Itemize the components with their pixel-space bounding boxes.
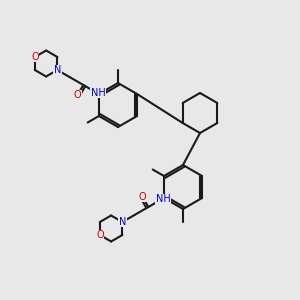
Text: N: N (119, 217, 126, 227)
Text: O: O (96, 230, 104, 240)
Text: O: O (31, 52, 39, 62)
Text: O: O (74, 90, 81, 100)
Text: NH: NH (156, 194, 170, 204)
Text: NH: NH (91, 88, 105, 98)
Text: O: O (139, 192, 146, 202)
Text: N: N (54, 65, 61, 75)
